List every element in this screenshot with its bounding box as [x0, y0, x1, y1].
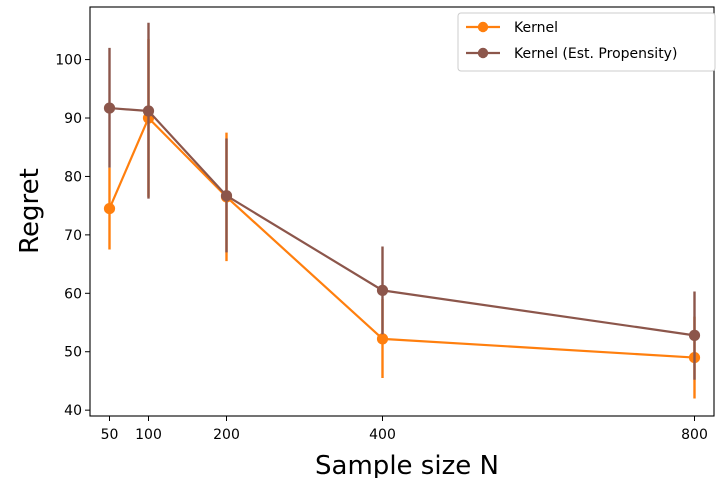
data-point	[142, 105, 155, 117]
x-tick-label: 100	[135, 427, 162, 443]
legend: Kernel Kernel (Est. Propensity)	[457, 12, 716, 72]
data-point	[376, 284, 389, 296]
data-point	[103, 102, 116, 114]
y-tick-label: 40	[64, 403, 82, 419]
plot-background	[90, 7, 714, 416]
ticks: 40 50 60 70 80 90 100 50 100 200 400 800	[55, 53, 708, 443]
data-point	[688, 329, 701, 341]
y-tick-label: 50	[64, 345, 82, 361]
y-tick-label: 70	[64, 228, 82, 244]
x-tick-label: 800	[681, 427, 708, 443]
data-point	[220, 190, 233, 202]
x-tick-label: 400	[369, 427, 396, 443]
y-axis-title: Regret	[15, 168, 45, 254]
y-tick-label: 80	[64, 169, 82, 185]
y-tick-label: 100	[55, 53, 82, 69]
x-tick-label: 200	[213, 427, 240, 443]
legend-box	[457, 12, 716, 72]
axes	[89, 6, 715, 417]
legend-marker-kernel-est-propensity	[477, 47, 489, 59]
series-layer	[103, 22, 701, 399]
data-point	[376, 333, 389, 345]
legend-marker-kernel	[477, 21, 489, 33]
x-axis-title: Sample size N	[315, 451, 499, 478]
data-point	[103, 202, 116, 215]
series-kernel-est-propensity	[103, 22, 701, 380]
legend-label-kernel-est-propensity: Kernel (Est. Propensity)	[514, 46, 677, 62]
plot-area	[90, 7, 714, 416]
legend-label-kernel: Kernel	[514, 20, 558, 36]
axes-frame	[89, 6, 715, 417]
y-tick-label: 60	[64, 286, 82, 302]
y-tick-label: 90	[64, 111, 82, 127]
x-tick-label: 50	[101, 427, 119, 443]
